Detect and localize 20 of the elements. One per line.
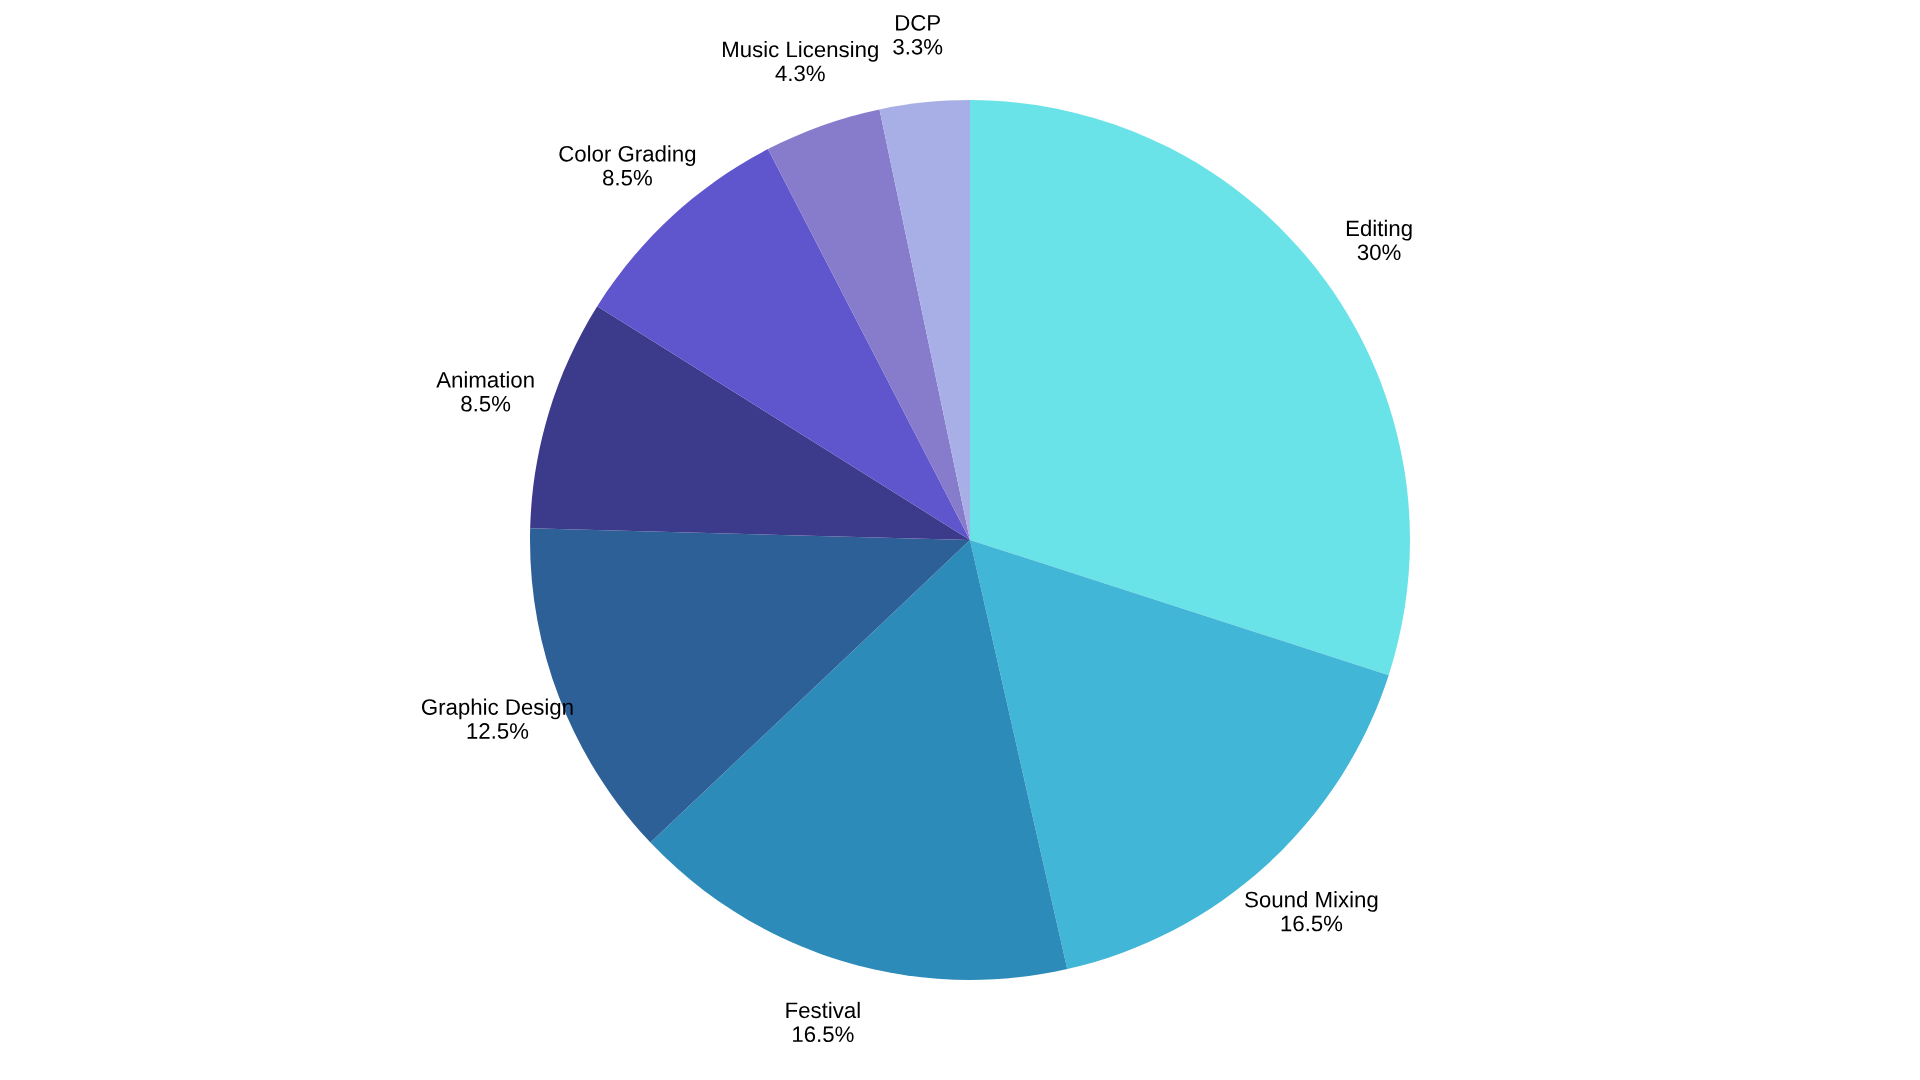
- slice-label: Animation: [436, 371, 534, 388]
- slice-label: Editing: [1346, 219, 1412, 241]
- slice-label: DCP: [896, 14, 940, 31]
- pie-slice: [767, 109, 970, 540]
- pie-slice: [650, 540, 1068, 980]
- data-label: 3.3%: [893, 38, 943, 55]
- data-label: 8.5%: [461, 395, 511, 412]
- pie-slice: [970, 540, 1389, 970]
- data-label: 16.5%: [793, 1026, 854, 1043]
- pie-slice: [879, 100, 970, 540]
- data-label: 8.5%: [603, 169, 652, 186]
- data-label: 16.5%: [1281, 915, 1343, 932]
- data-label: 12.5%: [467, 723, 529, 739]
- pie-slice: [970, 100, 1410, 676]
- slice-label: Sound Mixing: [1245, 891, 1378, 912]
- data-label: 30%: [1357, 244, 1401, 261]
- slice-label: Color Grading: [559, 145, 696, 167]
- data-label: 4.3%: [775, 65, 825, 82]
- slice-label: Music Licensing: [723, 40, 878, 62]
- slice-label: Festival: [786, 1001, 860, 1019]
